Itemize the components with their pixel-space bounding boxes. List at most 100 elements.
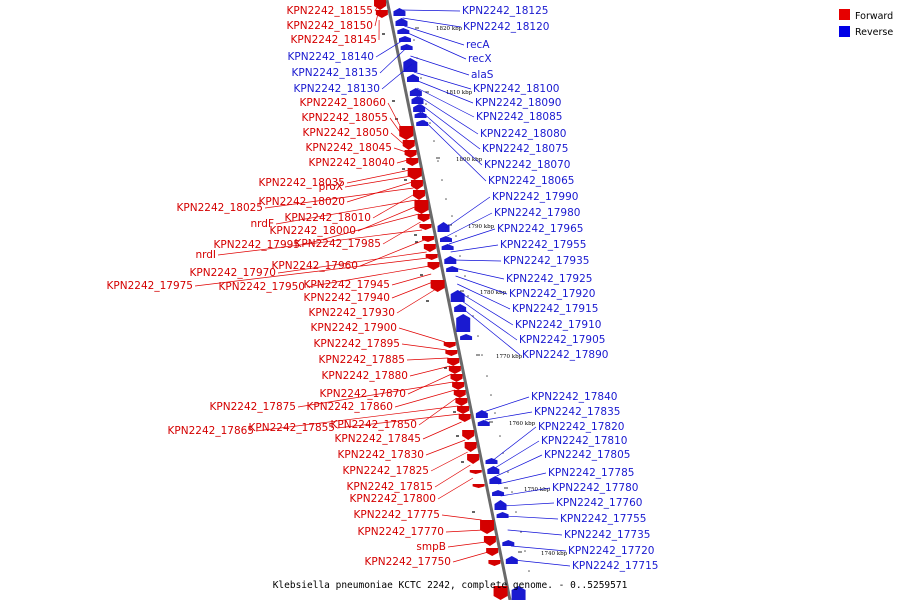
forward-gene-glyph[interactable] <box>483 536 496 546</box>
forward-gene-label[interactable]: KPN2242_17885 <box>319 354 405 366</box>
forward-gene-label[interactable]: KPN2242_17800 <box>350 493 436 505</box>
reverse-gene-label[interactable]: KPN2242_17920 <box>509 288 595 300</box>
forward-gene-label[interactable]: KPN2242_18040 <box>309 157 395 169</box>
reverse-gene-glyph[interactable] <box>437 222 450 232</box>
forward-gene-label[interactable]: KPN2242_17940 <box>304 292 390 304</box>
reverse-gene-label[interactable]: KPN2242_18125 <box>462 5 548 17</box>
forward-gene-label[interactable]: KPN2242_18045 <box>306 142 392 154</box>
forward-gene-label[interactable]: KPN2242_17865 <box>168 425 254 437</box>
reverse-gene-glyph[interactable] <box>475 410 488 418</box>
reverse-gene-glyph[interactable] <box>393 8 406 16</box>
reverse-gene-label[interactable]: KPN2242_18100 <box>473 83 559 95</box>
forward-gene-label[interactable]: KPN2242_17830 <box>338 449 424 461</box>
forward-gene-label[interactable]: KPN2242_17970 <box>190 267 276 279</box>
forward-gene-glyph[interactable] <box>417 214 430 222</box>
reverse-gene-label[interactable]: KPN2242_17915 <box>512 303 598 315</box>
forward-gene-label[interactable]: KPN2242_18000 <box>270 225 356 237</box>
forward-gene-glyph[interactable] <box>452 382 465 390</box>
forward-gene-label[interactable]: KPN2242_18035 <box>259 177 345 189</box>
forward-gene-glyph[interactable] <box>472 484 485 488</box>
forward-gene-glyph[interactable] <box>399 126 414 140</box>
forward-gene-label[interactable]: KPN2242_17850 <box>331 419 417 431</box>
reverse-gene-glyph[interactable] <box>409 88 422 96</box>
forward-gene-glyph[interactable] <box>480 520 495 534</box>
forward-gene-label[interactable]: KPN2242_17880 <box>322 370 408 382</box>
forward-gene-label[interactable]: KPN2242_17825 <box>343 465 429 477</box>
forward-gene-glyph[interactable] <box>425 254 438 260</box>
forward-gene-label[interactable]: KPN2242_18145 <box>291 34 377 46</box>
forward-gene-glyph[interactable] <box>458 414 471 422</box>
reverse-gene-label[interactable]: recA <box>466 39 490 51</box>
reverse-gene-label[interactable]: KPN2242_18130 <box>294 83 380 95</box>
reverse-gene-label[interactable]: KPN2242_17805 <box>544 449 630 461</box>
reverse-gene-glyph[interactable] <box>492 490 505 496</box>
reverse-gene-label[interactable]: KPN2242_17755 <box>560 513 646 525</box>
reverse-gene-label[interactable]: KPN2242_17905 <box>519 334 605 346</box>
forward-gene-label[interactable]: KPN2242_17960 <box>272 260 358 272</box>
reverse-gene-glyph[interactable] <box>487 466 500 474</box>
reverse-gene-label[interactable]: KPN2242_17760 <box>556 497 642 509</box>
reverse-gene-label[interactable]: KPN2242_17965 <box>497 223 583 235</box>
forward-gene-label[interactable]: KPN2242_17870 <box>320 388 406 400</box>
forward-gene-label[interactable]: KPN2242_17995 <box>214 239 300 251</box>
reverse-gene-label[interactable]: KPN2242_17835 <box>534 406 620 418</box>
reverse-gene-glyph[interactable] <box>413 104 426 112</box>
reverse-gene-glyph[interactable] <box>450 290 465 302</box>
reverse-gene-label[interactable]: KPN2242_17810 <box>541 435 627 447</box>
reverse-gene-label[interactable]: KPN2242_17715 <box>572 560 658 572</box>
reverse-gene-label[interactable]: KPN2242_17780 <box>552 482 638 494</box>
forward-gene-glyph[interactable] <box>427 262 440 270</box>
reverse-gene-glyph[interactable] <box>400 44 413 50</box>
forward-gene-label[interactable]: KPN2242_18055 <box>302 112 388 124</box>
reverse-gene-label[interactable]: KPN2242_18075 <box>482 143 568 155</box>
reverse-gene-label[interactable]: KPN2242_18135 <box>292 67 378 79</box>
reverse-gene-label[interactable]: KPN2242_18090 <box>475 97 561 109</box>
forward-gene-label[interactable]: KPN2242_17845 <box>335 433 421 445</box>
reverse-gene-glyph[interactable] <box>454 304 467 312</box>
forward-gene-glyph[interactable] <box>457 406 470 414</box>
forward-gene-label[interactable]: KPN2242_18060 <box>300 97 386 109</box>
reverse-gene-label[interactable]: KPN2242_17935 <box>503 255 589 267</box>
reverse-gene-label[interactable]: KPN2242_18140 <box>288 51 374 63</box>
forward-gene-label[interactable]: nrdI <box>195 249 216 261</box>
forward-gene-glyph[interactable] <box>430 280 445 292</box>
forward-gene-glyph[interactable] <box>410 180 423 190</box>
reverse-gene-label[interactable]: KPN2242_18120 <box>463 21 549 33</box>
forward-gene-glyph[interactable] <box>447 358 460 366</box>
reverse-gene-label[interactable]: KPN2242_17720 <box>568 545 654 557</box>
reverse-gene-glyph[interactable] <box>441 244 454 250</box>
reverse-gene-glyph[interactable] <box>439 236 452 242</box>
reverse-gene-glyph[interactable] <box>477 420 490 426</box>
reverse-gene-label[interactable]: KPN2242_18085 <box>476 111 562 123</box>
forward-gene-label[interactable]: KPN2242_17945 <box>304 279 390 291</box>
reverse-gene-label[interactable]: KPN2242_17925 <box>506 273 592 285</box>
forward-gene-glyph[interactable] <box>467 454 480 464</box>
forward-gene-label[interactable]: KPN2242_17815 <box>347 481 433 493</box>
forward-gene-label[interactable]: smpB <box>416 541 446 553</box>
forward-gene-label[interactable]: KPN2242_17930 <box>309 307 395 319</box>
forward-gene-glyph[interactable] <box>493 586 508 600</box>
reverse-gene-label[interactable]: KPN2242_18070 <box>484 159 570 171</box>
reverse-gene-glyph[interactable] <box>411 96 424 104</box>
forward-gene-label[interactable]: KPN2242_17855 <box>249 422 335 434</box>
reverse-gene-label[interactable]: KPN2242_17980 <box>494 207 580 219</box>
forward-gene-label[interactable]: proX <box>319 181 343 193</box>
reverse-gene-label[interactable]: alaS <box>471 69 494 81</box>
reverse-gene-glyph[interactable] <box>494 500 507 510</box>
forward-gene-glyph[interactable] <box>404 150 417 158</box>
reverse-gene-label[interactable]: recX <box>468 53 492 65</box>
forward-gene-label[interactable]: KPN2242_17900 <box>311 322 397 334</box>
forward-gene-glyph[interactable] <box>469 470 482 474</box>
reverse-gene-glyph[interactable] <box>456 314 471 332</box>
forward-gene-label[interactable]: KPN2242_18050 <box>303 127 389 139</box>
reverse-gene-label[interactable]: KPN2242_17820 <box>538 421 624 433</box>
reverse-gene-glyph[interactable] <box>395 18 408 26</box>
forward-gene-label[interactable]: KPN2242_18020 <box>259 196 345 208</box>
forward-gene-label[interactable]: KPN2242_17895 <box>314 338 400 350</box>
forward-gene-glyph[interactable] <box>406 158 419 166</box>
forward-gene-glyph[interactable] <box>462 430 475 440</box>
forward-gene-glyph[interactable] <box>445 350 458 356</box>
forward-gene-glyph[interactable] <box>464 442 477 452</box>
reverse-gene-glyph[interactable] <box>505 556 518 564</box>
reverse-gene-glyph[interactable] <box>489 476 502 484</box>
